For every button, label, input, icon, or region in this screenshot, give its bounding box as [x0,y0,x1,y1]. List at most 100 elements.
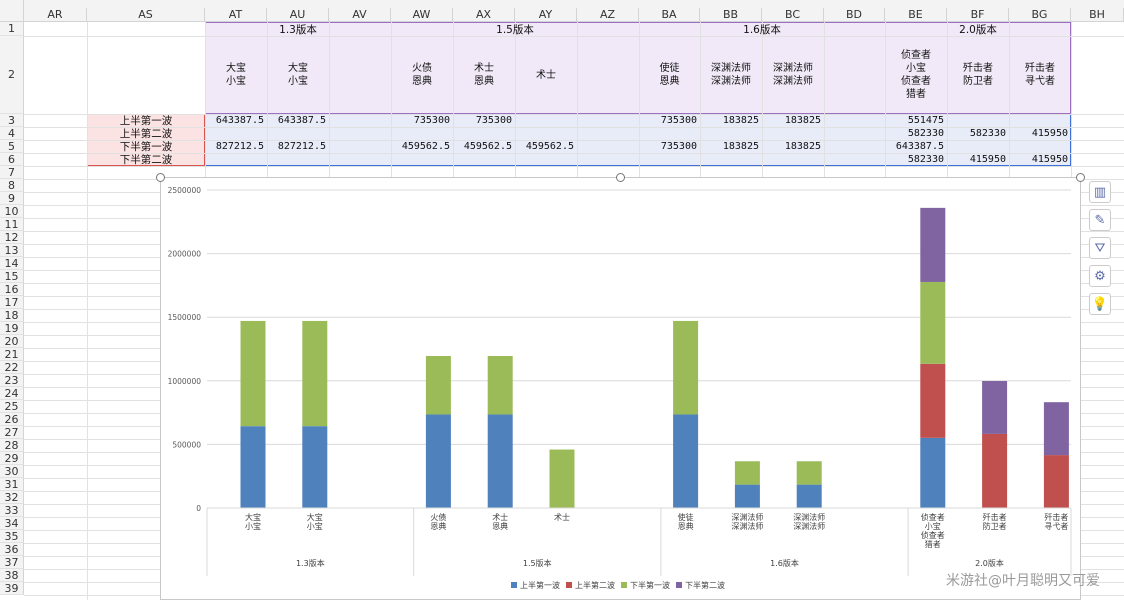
row-header[interactable]: 23 [0,374,24,387]
row-header[interactable]: 14 [0,257,24,270]
lightbulb-button[interactable]: 💡 [1089,293,1111,315]
table-cell[interactable]: 551475 [907,115,944,126]
version-header[interactable]: 2.0版本 [959,23,997,36]
row-label[interactable]: 下半第一波 [119,141,173,153]
character-header[interactable]: 侦查者 小宝 侦查者 猎者 [901,50,931,100]
character-header[interactable]: 大宝 小宝 [288,63,308,87]
row-header[interactable]: 11 [0,218,24,231]
column-header[interactable]: AX [453,8,515,22]
row-header[interactable]: 16 [0,283,24,296]
row-header[interactable]: 8 [0,179,24,192]
row-header[interactable]: 38 [0,569,24,582]
row-header[interactable]: 34 [0,517,24,530]
row-header[interactable]: 4 [0,127,24,140]
column-header[interactable]: BF [947,8,1009,22]
table-cell[interactable]: 643387.5 [215,115,264,126]
row-header[interactable]: 28 [0,439,24,452]
row-header[interactable]: 3 [0,114,24,127]
row-label[interactable]: 下半第二波 [119,154,173,166]
table-cell[interactable]: 582330 [907,154,944,165]
row-header[interactable]: 22 [0,361,24,374]
character-header[interactable] [329,36,391,114]
row-header[interactable]: 9 [0,192,24,205]
table-cell[interactable]: 643387.5 [277,115,326,126]
row-header[interactable]: 36 [0,543,24,556]
row-header[interactable]: 7 [0,166,24,179]
table-cell[interactable]: 827212.5 [277,141,326,152]
row-header[interactable]: 13 [0,244,24,257]
character-header[interactable]: 歼击者 防卫者 [963,63,993,87]
table-cell[interactable] [329,140,391,153]
row-header[interactable]: 10 [0,205,24,218]
column-header[interactable]: AZ [577,8,639,22]
column-header[interactable]: AY [515,8,577,22]
column-header[interactable]: BD [824,8,885,22]
character-header[interactable] [824,36,885,114]
column-header[interactable]: AT [205,8,267,22]
table-cell[interactable] [515,127,577,140]
table-cell[interactable] [947,140,1009,153]
table-cell[interactable] [205,127,267,140]
row-header[interactable]: 6 [0,153,24,166]
column-header[interactable]: BH [1071,8,1124,22]
row-header[interactable]: 20 [0,335,24,348]
table-cell[interactable]: 415950 [1031,128,1068,139]
table-cell[interactable]: 415950 [1031,154,1068,165]
character-header[interactable]: 使徒 恩典 [659,63,680,87]
column-header[interactable]: AW [391,8,453,22]
table-cell[interactable] [700,127,762,140]
resize-handle[interactable] [616,173,625,182]
table-cell[interactable] [453,153,515,166]
table-cell[interactable] [1009,140,1071,153]
table-cell[interactable]: 415950 [969,154,1006,165]
table-cell[interactable] [267,153,329,166]
character-header[interactable]: 歼击者 寻弋者 [1025,63,1055,87]
row-header[interactable]: 35 [0,530,24,543]
column-header[interactable]: AS [87,8,205,22]
table-cell[interactable] [453,127,515,140]
character-header[interactable]: 大宝 小宝 [226,63,246,87]
row-header[interactable]: 26 [0,413,24,426]
row-header[interactable]: 33 [0,504,24,517]
settings-button[interactable]: ⚙ [1089,265,1111,287]
character-header[interactable]: 术士 恩典 [474,63,494,87]
table-cell[interactable] [639,127,700,140]
character-header[interactable]: 深渊法师 深渊法师 [711,63,751,87]
row-header[interactable]: 39 [0,582,24,595]
table-cell[interactable]: 735300 [413,115,450,126]
table-cell[interactable]: 735300 [660,141,697,152]
table-cell[interactable] [577,114,639,127]
column-header[interactable]: AV [329,8,391,22]
column-header[interactable]: BE [885,8,947,22]
table-cell[interactable] [329,153,391,166]
row-header[interactable]: 15 [0,270,24,283]
column-header[interactable]: AR [24,8,87,22]
table-cell[interactable] [329,114,391,127]
row-header[interactable]: 2 [0,36,24,114]
table-cell[interactable]: 735300 [475,115,512,126]
chart-style-button[interactable]: ✎ [1089,209,1111,231]
table-cell[interactable] [824,114,885,127]
table-cell[interactable] [824,153,885,166]
row-header[interactable]: 31 [0,478,24,491]
table-cell[interactable] [577,127,639,140]
row-header[interactable]: 29 [0,452,24,465]
table-cell[interactable]: 582330 [969,128,1006,139]
table-cell[interactable] [391,127,453,140]
version-header[interactable]: 1.5版本 [496,23,534,36]
row-header[interactable]: 19 [0,322,24,335]
table-cell[interactable] [515,114,577,127]
character-header[interactable]: 深渊法师 深渊法师 [773,63,813,87]
table-cell[interactable] [639,153,700,166]
table-cell[interactable] [824,140,885,153]
table-cell[interactable]: 183825 [722,141,759,152]
row-header[interactable]: 27 [0,426,24,439]
row-header[interactable]: 17 [0,296,24,309]
table-cell[interactable]: 459562.5 [401,141,450,152]
table-cell[interactable] [762,153,824,166]
column-header[interactable]: BB [700,8,762,22]
resize-handle[interactable] [1076,173,1085,182]
table-cell[interactable] [700,153,762,166]
row-label[interactable]: 上半第二波 [119,128,173,140]
table-cell[interactable]: 459562.5 [463,141,512,152]
